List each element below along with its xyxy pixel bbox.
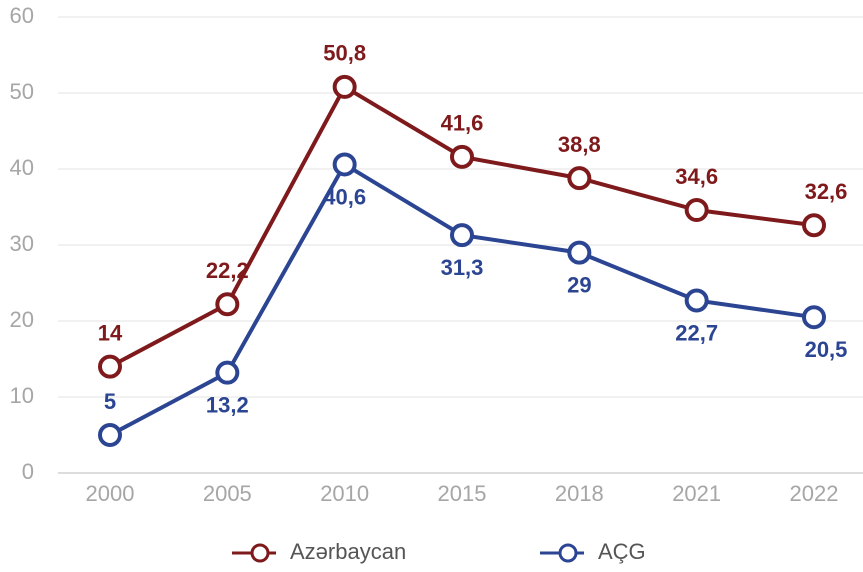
value-label: 20,5 — [805, 337, 848, 362]
value-label: 40,6 — [323, 184, 366, 209]
point — [684, 288, 709, 313]
value-label: 22,2 — [206, 258, 249, 283]
x-tick-label: 2022 — [790, 481, 839, 506]
legend-label: Azərbaycan — [290, 539, 406, 564]
value-label: 32,6 — [805, 179, 848, 204]
point — [567, 166, 592, 191]
value-label: 38,8 — [558, 132, 601, 157]
x-tick-label: 2005 — [203, 481, 252, 506]
legend-label: AÇG — [598, 539, 646, 564]
value-label: 22,7 — [675, 320, 718, 345]
x-tick-label: 2018 — [555, 481, 604, 506]
point — [802, 305, 826, 330]
y-tick-label: 0 — [22, 459, 34, 484]
legend-marker — [250, 543, 270, 563]
value-label: 5 — [104, 389, 116, 414]
y-tick-label: 10 — [10, 383, 34, 408]
point — [802, 213, 826, 238]
point — [98, 354, 122, 379]
y-tick-label: 50 — [10, 79, 34, 104]
value-label: 14 — [98, 320, 123, 345]
value-label: 31,3 — [441, 255, 484, 280]
x-tick-label: 2021 — [672, 481, 721, 506]
value-label: 50,8 — [323, 41, 366, 66]
value-label: 13,2 — [206, 392, 249, 417]
y-tick-label: 30 — [10, 231, 34, 256]
value-label: 34,6 — [675, 164, 718, 189]
point — [684, 198, 709, 223]
point — [450, 144, 474, 169]
x-tick-label: 2000 — [86, 481, 135, 506]
value-label: 29 — [567, 272, 591, 297]
point — [98, 423, 122, 447]
point — [567, 240, 592, 265]
point — [215, 360, 240, 385]
value-label: 41,6 — [441, 111, 484, 136]
point — [215, 292, 240, 317]
point — [332, 152, 357, 177]
legend-marker — [558, 543, 578, 563]
point — [450, 223, 474, 248]
y-tick-label: 60 — [10, 3, 34, 28]
x-tick-label: 2015 — [438, 481, 487, 506]
y-tick-label: 40 — [10, 155, 34, 180]
y-tick-label: 20 — [10, 307, 34, 332]
x-tick-label: 2010 — [320, 481, 369, 506]
point — [332, 74, 357, 99]
